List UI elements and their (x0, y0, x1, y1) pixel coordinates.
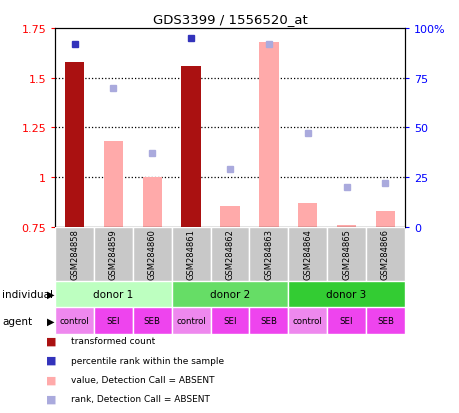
Text: GSM284864: GSM284864 (302, 229, 312, 280)
Text: ■: ■ (46, 355, 56, 365)
Bar (258, 43, 278, 227)
Text: GSM284862: GSM284862 (225, 229, 234, 280)
Bar (133, 308, 171, 335)
Text: ▶: ▶ (47, 289, 54, 299)
Bar (249, 308, 288, 335)
Text: GSM284865: GSM284865 (341, 229, 350, 280)
Bar (94, 308, 133, 335)
Text: control: control (176, 317, 206, 325)
Text: SEB: SEB (376, 317, 393, 325)
Text: transformed count: transformed count (71, 336, 155, 345)
Bar (171, 281, 288, 308)
Bar (210, 227, 249, 281)
Bar (297, 203, 317, 227)
Bar (220, 206, 239, 227)
Text: SEI: SEI (106, 317, 120, 325)
Bar (336, 225, 355, 227)
Bar (210, 308, 249, 335)
Text: control: control (292, 317, 322, 325)
Text: SEB: SEB (144, 317, 161, 325)
Bar (375, 211, 394, 227)
Bar (65, 63, 84, 227)
Text: control: control (60, 317, 90, 325)
Text: ■: ■ (46, 336, 56, 346)
Bar (55, 281, 171, 308)
Bar (104, 142, 123, 227)
Text: GSM284859: GSM284859 (109, 229, 118, 279)
Bar (55, 308, 94, 335)
Text: SEI: SEI (339, 317, 353, 325)
Title: GDS3399 / 1556520_at: GDS3399 / 1556520_at (152, 13, 307, 26)
Bar (171, 308, 210, 335)
Text: donor 1: donor 1 (93, 289, 133, 299)
Bar (55, 227, 94, 281)
Text: agent: agent (2, 316, 32, 326)
Text: GSM284866: GSM284866 (380, 229, 389, 280)
Text: donor 3: donor 3 (326, 289, 366, 299)
Bar (133, 227, 171, 281)
Bar (288, 227, 326, 281)
Text: GSM284863: GSM284863 (264, 229, 273, 280)
Bar (94, 227, 133, 281)
Text: SEB: SEB (260, 317, 277, 325)
Text: rank, Detection Call = ABSENT: rank, Detection Call = ABSENT (71, 394, 210, 404)
Text: value, Detection Call = ABSENT: value, Detection Call = ABSENT (71, 375, 214, 384)
Text: SEI: SEI (223, 317, 236, 325)
Bar (365, 308, 404, 335)
Bar (326, 308, 365, 335)
Text: donor 2: donor 2 (209, 289, 250, 299)
Text: ▶: ▶ (47, 316, 54, 326)
Bar (181, 66, 201, 227)
Text: GSM284860: GSM284860 (147, 229, 157, 280)
Bar (288, 281, 404, 308)
Text: percentile rank within the sample: percentile rank within the sample (71, 356, 224, 365)
Bar (249, 227, 288, 281)
Bar (365, 227, 404, 281)
Text: GSM284861: GSM284861 (186, 229, 195, 280)
Text: GSM284858: GSM284858 (70, 229, 79, 280)
Bar (171, 227, 210, 281)
Text: ■: ■ (46, 375, 56, 385)
Text: individual: individual (2, 289, 53, 299)
Bar (142, 178, 162, 227)
Bar (326, 227, 365, 281)
Text: ■: ■ (46, 394, 56, 404)
Bar (288, 308, 326, 335)
